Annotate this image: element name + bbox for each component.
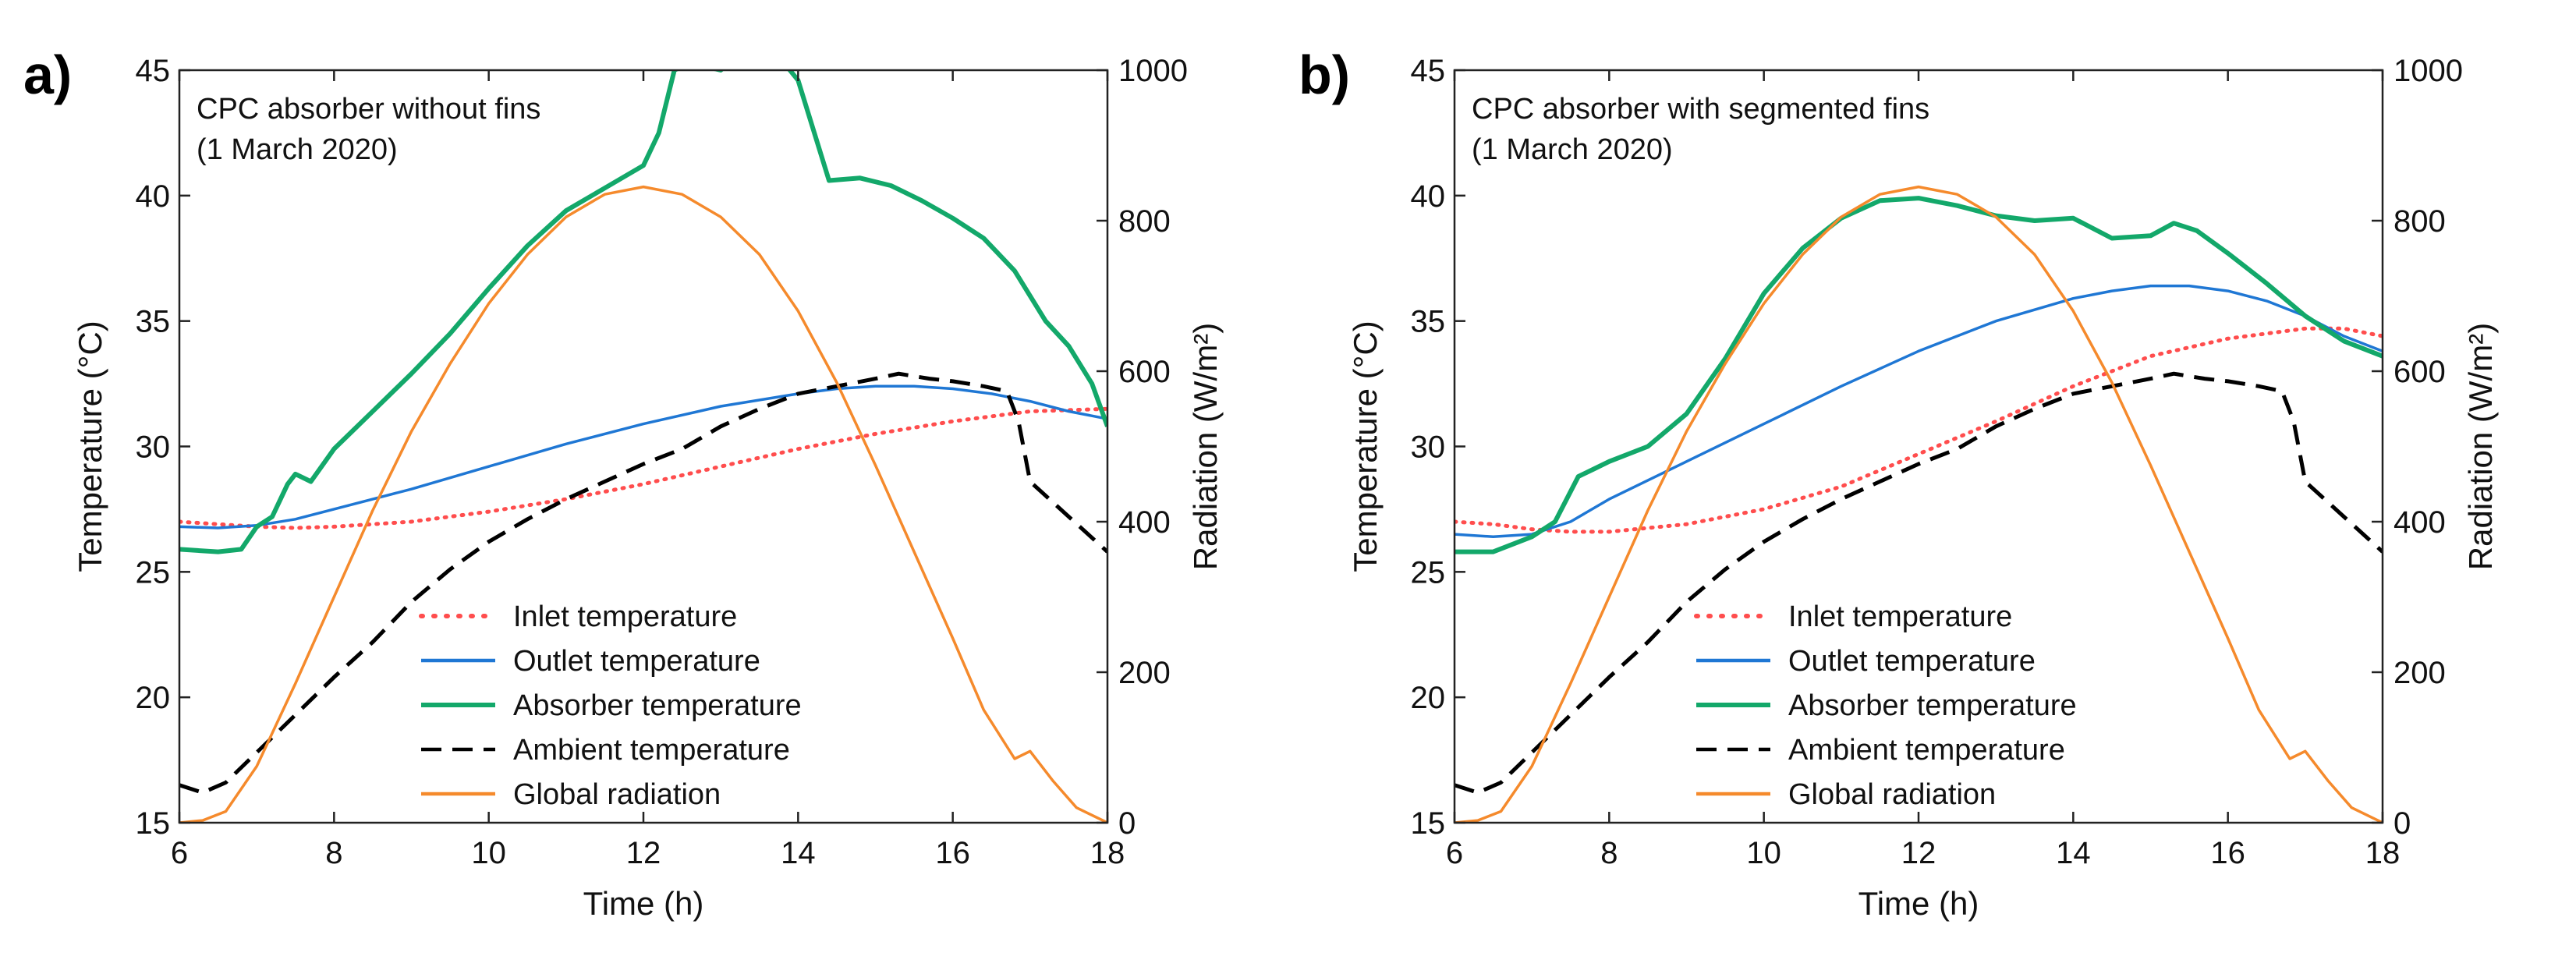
x-axis-title: Time (h) (1858, 885, 1979, 922)
y-tick-label: 30 (136, 430, 171, 465)
y2-tick-label: 400 (2394, 505, 2446, 540)
series-line-inlet-temperature (1455, 326, 2383, 534)
x-tick-label: 8 (1600, 836, 1618, 870)
series-line-absorber-temperature (179, 70, 1107, 554)
x-tick-label: 6 (1446, 836, 1463, 870)
series-line-ambient-temperature (179, 371, 1107, 795)
legend-label-absorber-temperature: Absorber temperature (513, 689, 802, 722)
y2-tick-label: 0 (2394, 806, 2411, 841)
y-tick-label: 40 (136, 179, 171, 214)
y2-axis-title: Radiation (W/m²) (2462, 323, 2499, 570)
legend-label-outlet-temperature: Outlet temperature (513, 645, 760, 678)
y2-tick-label: 1000 (2394, 54, 2463, 88)
x-tick-label: 10 (1746, 836, 1781, 870)
x-tick-label: 14 (781, 836, 816, 870)
y-tick-label: 40 (1411, 179, 1446, 214)
y-axis-title: Temperature (°C) (72, 321, 108, 572)
series-line-absorber-temperature (1455, 196, 2383, 554)
x-tick-label: 18 (2365, 836, 2401, 870)
legend-label-ambient-temperature: Ambient temperature (1788, 734, 2065, 767)
panel-b: 6 8 10 12 14 16 18 15 20 25 30 35 40 45 0 200 400 600 800 1… (1299, 44, 2499, 922)
y2-tick-label: 400 (1118, 505, 1171, 540)
y2-tick-label: 600 (1118, 355, 1171, 389)
legend-label-inlet-temperature: Inlet temperature (513, 600, 737, 633)
series-line-ambient-temperature (1455, 371, 2383, 795)
y-tick-label: 20 (1411, 681, 1446, 715)
x-tick-label: 18 (1090, 836, 1125, 870)
y2-tick-label: 600 (2394, 355, 2446, 389)
legend-label-absorber-temperature: Absorber temperature (1788, 689, 2077, 722)
x-tick-label: 14 (2056, 836, 2091, 870)
y-tick-label: 15 (136, 806, 171, 841)
annotation-line: (1 March 2020) (1472, 133, 1673, 166)
legend-label-outlet-temperature: Outlet temperature (1788, 645, 2036, 678)
y2-tick-label: 800 (1118, 204, 1171, 239)
y-tick-label: 30 (1411, 430, 1446, 465)
y2-tick-label: 200 (2394, 656, 2446, 690)
series-group (1455, 185, 2383, 823)
series-line-global-radiation (1455, 185, 2383, 823)
y-tick-label: 15 (1411, 806, 1446, 841)
panel-a: 6 8 10 12 14 16 18 15 20 25 30 35 40 45 0 200 400 600 800 1… (23, 44, 1224, 922)
annotation-line: (1 March 2020) (197, 133, 398, 166)
y2-tick-label: 200 (1118, 656, 1171, 690)
x-tick-label: 12 (1901, 836, 1936, 870)
legend-label-global-radiation: Global radiation (1788, 778, 1996, 811)
x-tick-label: 16 (2210, 836, 2245, 870)
annotation-line: CPC absorber with segmented fins (1472, 93, 1929, 126)
series-group (179, 70, 1107, 823)
y2-tick-label: 800 (2394, 204, 2446, 239)
series-line-outlet-temperature (179, 384, 1107, 530)
x-tick-label: 12 (626, 836, 661, 870)
legend-label-ambient-temperature: Ambient temperature (513, 734, 790, 767)
legend-label-global-radiation: Global radiation (513, 778, 721, 811)
x-tick-label: 6 (171, 836, 188, 870)
annotation-line: CPC absorber without fins (197, 93, 540, 126)
panel-letter: b) (1299, 44, 1350, 105)
y-tick-label: 45 (1411, 54, 1446, 88)
y-tick-label: 20 (136, 681, 171, 715)
legend-label-inlet-temperature: Inlet temperature (1788, 600, 2012, 633)
panel-letter: a) (23, 44, 72, 105)
y-tick-label: 25 (1411, 555, 1446, 590)
x-tick-label: 10 (471, 836, 506, 870)
x-tick-label: 8 (325, 836, 342, 870)
series-line-inlet-temperature (179, 406, 1107, 530)
y-tick-label: 35 (1411, 305, 1446, 339)
series-line-global-radiation (179, 185, 1107, 823)
x-tick-label: 16 (935, 836, 970, 870)
x-axis-title: Time (h) (583, 885, 704, 922)
y-tick-label: 45 (136, 54, 171, 88)
series-line-outlet-temperature (1455, 284, 2383, 539)
y-axis-title: Temperature (°C) (1347, 321, 1384, 572)
y-tick-label: 35 (136, 305, 171, 339)
y2-axis-title: Radiation (W/m²) (1187, 323, 1224, 570)
y2-tick-label: 0 (1118, 806, 1136, 841)
y-tick-label: 25 (136, 555, 171, 590)
y2-tick-label: 1000 (1118, 54, 1188, 88)
